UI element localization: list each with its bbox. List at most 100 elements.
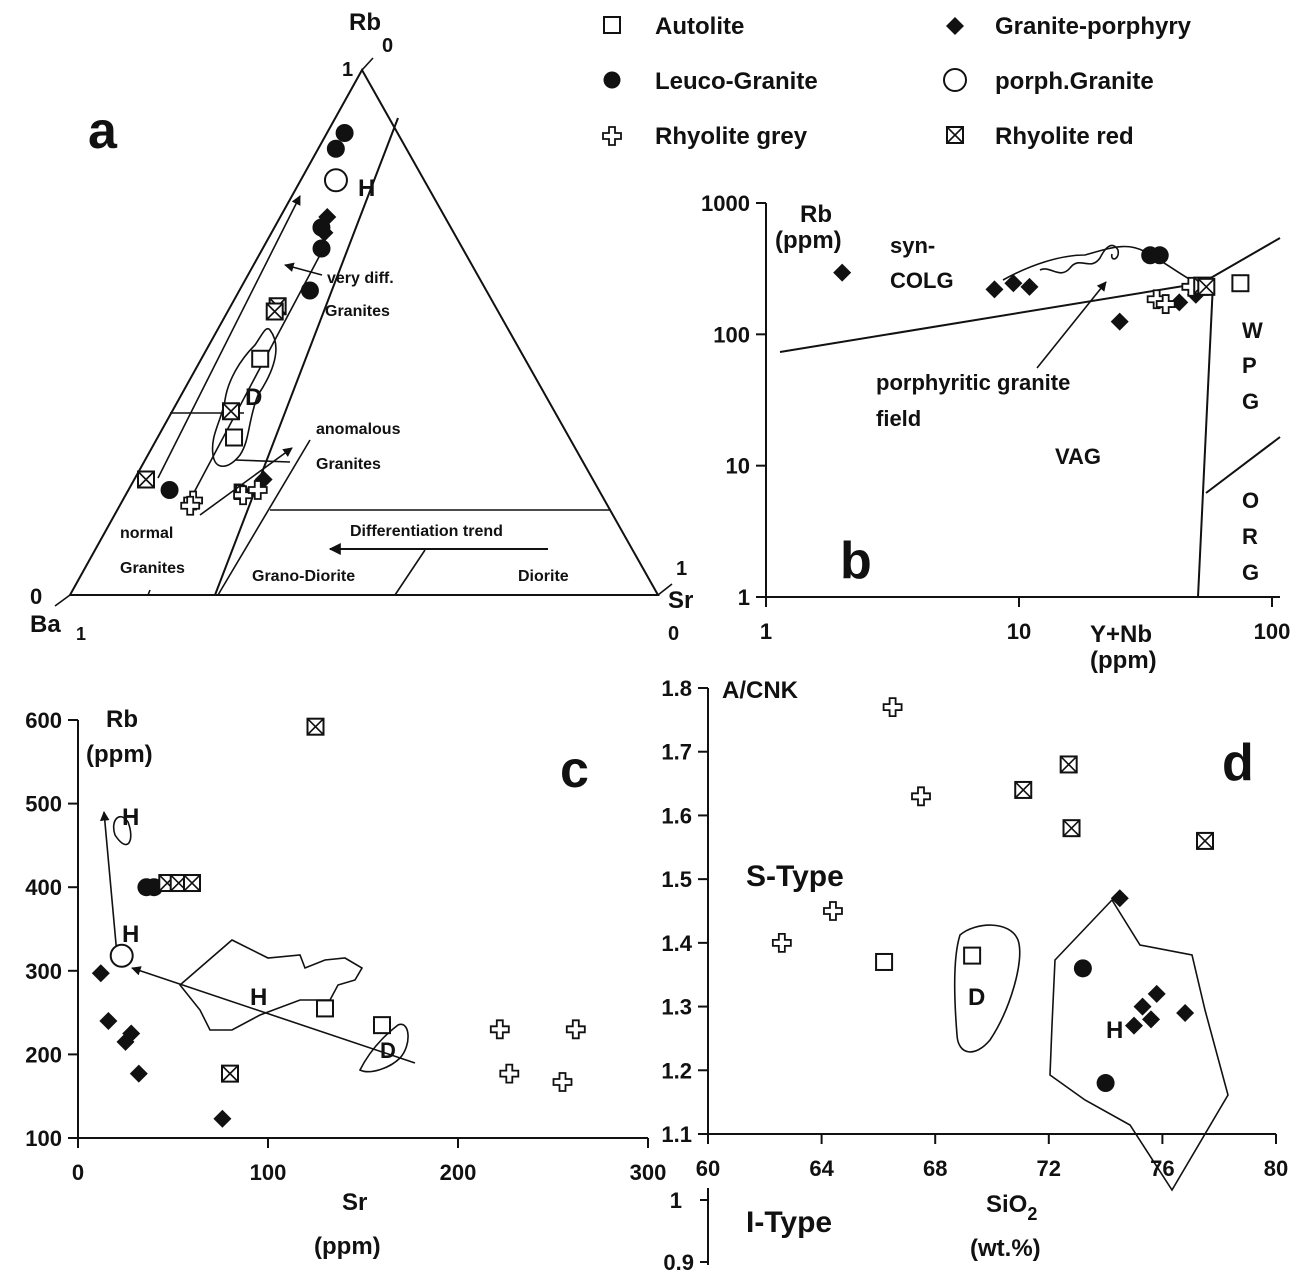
panel-d-ytick-label-1.7: 1.7 [661, 740, 692, 765]
panel-d-xtick-label-60: 60 [696, 1156, 720, 1181]
label-porphyritic-1: porphyritic granite [876, 370, 1070, 395]
point-granite-porphyry-4 [1110, 312, 1129, 331]
point-granite-porphyry-0 [318, 208, 337, 226]
trend-line-4 [234, 459, 291, 463]
point-rhyolite-red-1 [265, 302, 284, 321]
point-rhyolite-grey-0 [499, 1063, 520, 1084]
label-grano-diorite: Grano-Diorite [252, 568, 355, 585]
label-i-type: I-Type [746, 1206, 832, 1239]
panel-b-xlabel-2: (ppm) [1090, 647, 1157, 674]
panel-b-ylabel-1: Rb [800, 201, 832, 228]
field-h-small [112, 816, 132, 846]
legend-marker-granite-porphyry [946, 17, 964, 35]
panel-c-xtick-label-300: 300 [630, 1160, 667, 1185]
panel-b-letter: b [840, 532, 872, 590]
panel-c-points [91, 717, 586, 1128]
point-rhyolite-grey-2 [489, 1019, 510, 1040]
panel-d-letter: d [1222, 734, 1254, 792]
point-rhyolite-red-0 [1014, 780, 1033, 799]
apex-label-sr: Sr [668, 587, 693, 614]
field-h-d [1049, 898, 1229, 1192]
field-h-large [178, 939, 364, 1031]
panel-b-xtick-label-10: 10 [1007, 619, 1031, 644]
panel-b-xtick-label-1: 1 [760, 619, 772, 644]
point-granite-porphyry-4 [1147, 984, 1166, 1003]
apex-right-one: 1 [676, 558, 687, 580]
point-rhyolite-red-1 [1197, 277, 1216, 296]
panel-c-letter: c [560, 741, 589, 799]
panel-d-xtick-label-72: 72 [1037, 1156, 1061, 1181]
legend-label-granite-porphyry: Granite-porphyry [995, 13, 1192, 40]
point-leuco-granite-0 [335, 124, 354, 142]
legend-marker-rhyolite-grey [602, 126, 622, 146]
panel-c-xtick-label-0: 0 [72, 1160, 84, 1185]
point-rhyolite-grey-0 [771, 932, 792, 953]
panel-c-xtick-label-200: 200 [440, 1160, 477, 1185]
legend-label-autolite: Autolite [655, 13, 744, 40]
legend-label-leuco-granite: Leuco-Granite [655, 68, 818, 95]
panel-b-points [833, 246, 1250, 331]
point-rhyolite-grey-3 [911, 786, 931, 807]
apex-left-zero: 0 [30, 584, 42, 609]
panel-c-ticks: 600 500 400 300 200 100 0 100 200 300 [25, 708, 666, 1185]
label-granites-3: Granites [120, 560, 185, 577]
label-s-type: S-Type [746, 860, 844, 893]
panel-b-ytick-label-100: 100 [713, 322, 750, 347]
legend-marker-rhyolite-red [946, 126, 964, 144]
panel-d-ytick-label-1.6: 1.6 [661, 803, 692, 828]
panel-d-ytick-label-1.5: 1.5 [661, 867, 692, 892]
point-rhyolite-grey-1 [823, 901, 843, 921]
label-wpg-g: G [1242, 389, 1259, 414]
point-granite-porphyry-0 [1110, 889, 1129, 908]
field-d-d [953, 924, 1021, 1053]
point-rhyolite-grey-1 [1155, 294, 1176, 314]
boundary-diorite [394, 549, 426, 596]
trend-arrow-c-1 [100, 811, 118, 956]
mark-d-d: D [968, 984, 985, 1011]
porphyritic-field-outline [1002, 245, 1201, 286]
point-autolite-1 [225, 428, 244, 447]
point-rhyolite-red-2 [183, 874, 201, 893]
point-granite-porphyry-0 [833, 263, 852, 282]
panel-c-ytick-label-100: 100 [25, 1126, 62, 1151]
boundary-very-diff [214, 117, 399, 596]
point-rhyolite-red-4 [221, 1064, 239, 1083]
panel-c-xlabel-1: Sr [342, 1189, 367, 1216]
label-diorite: Diorite [518, 568, 569, 585]
ternary-left-tick [54, 594, 71, 607]
point-granite-porphyry-3 [122, 1024, 141, 1043]
panel-d-ticks: 1.8 1.7 1.6 1.5 1.4 1.3 1.2 1.160 64 68 72 76 80 [661, 676, 1288, 1181]
panel-d-xtick-label-68: 68 [923, 1156, 947, 1181]
point-leuco-granite-1 [1150, 246, 1169, 265]
boundary-wpg-org [1205, 436, 1281, 494]
label-syn: syn- [890, 233, 935, 258]
trend-arrow-1 [157, 195, 301, 479]
legend-label-rhyolite-red: Rhyolite red [995, 123, 1134, 150]
mark-h: H [358, 175, 375, 202]
point-rhyolite-grey-3 [180, 495, 201, 516]
panel-d-ytick-label-1.4: 1.4 [661, 931, 692, 956]
panel-c-ytick-label-500: 500 [25, 792, 62, 817]
trend-arrow-3 [199, 447, 293, 516]
point-leuco-granite-5 [160, 481, 179, 499]
point-rhyolite-red-3 [306, 717, 325, 736]
panel-a-letter: a [88, 102, 118, 160]
point-rhyolite-grey-3 [565, 1019, 586, 1040]
point-granite-porphyry-1 [315, 223, 334, 242]
point-rhyolite-grey-1 [552, 1072, 573, 1092]
panel-b: b 1000 100 10 11 10 100 Rb (ppm) Y+Nb (ppm) s… [701, 191, 1290, 674]
point-leuco-granite-1 [1096, 1074, 1115, 1093]
panel-c-ytick-label-600: 600 [25, 708, 62, 733]
apex-label-ba: Ba [30, 611, 61, 638]
point-granite-porphyry-5 [213, 1109, 232, 1128]
point-granite-porphyry-1 [1125, 1016, 1143, 1035]
boundary-vag-wpg [1197, 282, 1214, 598]
panel-d-points [771, 697, 1214, 1093]
point-autolite-0 [251, 349, 270, 368]
panel-c-ylabel-2: (ppm) [86, 741, 153, 768]
label-anomalous: anomalous [316, 421, 401, 438]
point-granite-porphyry-0 [91, 964, 110, 983]
panel-b-ticks: 1000 100 10 11 10 100 [701, 191, 1290, 644]
panel-b-ylabel-2: (ppm) [775, 227, 842, 254]
